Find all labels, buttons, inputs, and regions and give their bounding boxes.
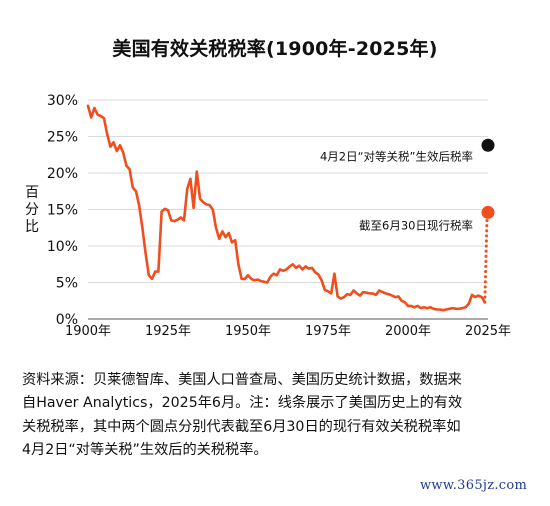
chart-title: 美国有效关税税率(1900年-2025年) (112, 38, 438, 60)
caption-line: 4月2日“对等关税”生效后的关税税率。 (22, 442, 268, 459)
y-tick-label: 10% (47, 239, 78, 255)
y-axis-label-char: 分 (25, 202, 39, 218)
x-tick-labels: 1900年 1925年 1950年 1975年 2000年 2025年 (65, 324, 511, 339)
point-annotation: 截至6月30日现行税率 (359, 218, 473, 232)
x-tick-label: 1975年 (305, 324, 351, 339)
y-tick-label: 20% (47, 166, 78, 182)
series-layer (86, 104, 489, 312)
watermark-text: www.365jz.com (420, 478, 528, 493)
dotted-connector (483, 216, 489, 304)
gridlines (88, 99, 488, 320)
y-axis-label-char: 百 (25, 185, 39, 201)
y-tick-labels: 0% 5% 10% 15% 20% 25% 30% (47, 93, 78, 328)
x-tick-label: 2025年 (465, 324, 511, 339)
caption-line: 关税税率，其中两个圆点分别代表截至6月30日的现行有效关税税率如 (22, 418, 461, 435)
highlight-point (481, 205, 495, 219)
y-axis-label: 百分比 (25, 185, 39, 235)
caption-line: 资料来源：贝莱德智库、美国人口普查局、美国历史统计数据，数据来 (22, 372, 462, 388)
line-chart: 0% 5% 10% 15% 20% 25% 30% 1900年 1925年 1950年 1975年… (25, 93, 511, 339)
point-annotation: 4月2日“对等关税”生效后税率 (320, 149, 473, 163)
caption: 资料来源：贝莱德智库、美国人口普查局、美国历史统计数据，数据来 自Haver A… (22, 369, 537, 463)
y-tick-label: 5% (56, 276, 78, 292)
y-axis-label-char: 比 (25, 219, 39, 235)
highlight-point (481, 138, 495, 152)
y-tick-label: 15% (47, 203, 78, 219)
y-tick-label: 30% (47, 93, 78, 109)
x-tick-label: 2000年 (385, 324, 431, 339)
x-tick-label: 1900年 (65, 324, 111, 339)
x-tick-label: 1925年 (145, 324, 191, 339)
x-tick-label: 1950年 (225, 324, 271, 339)
caption-line: 自Haver Analytics，2025年6月。注：线条展示了美国历史上的有效 (22, 395, 463, 412)
y-tick-label: 25% (47, 130, 78, 146)
series-line (86, 104, 487, 312)
y-tick-label: 0% (56, 312, 78, 328)
